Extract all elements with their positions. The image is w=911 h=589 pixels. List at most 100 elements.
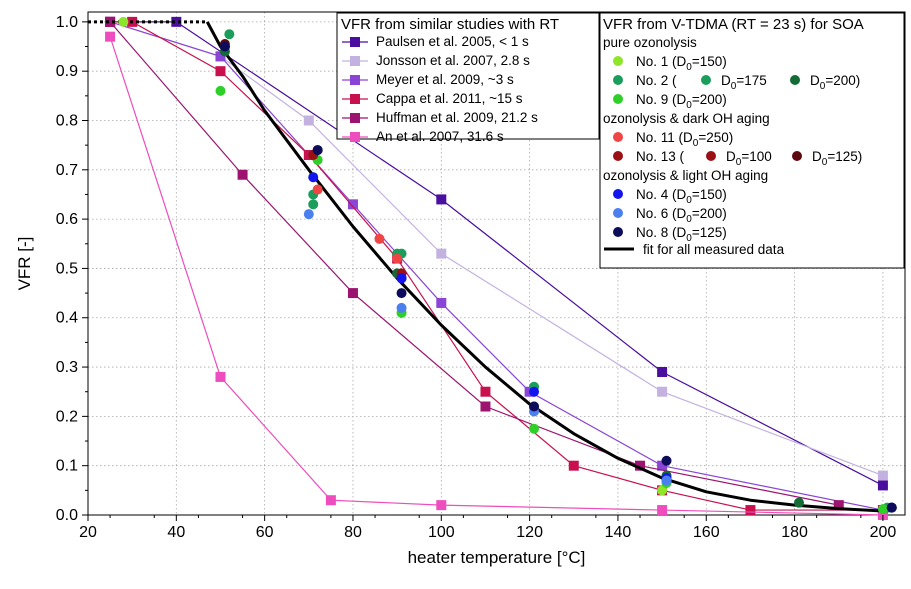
measured-data-point <box>312 145 323 156</box>
legend-literature-label: Paulsen et al. 2005, < 1 s <box>376 34 529 49</box>
axes-layer: 20 40 60 80 100 120 140 160 180 200 0.0 0.1 0.2 0.3 0.… <box>56 14 897 541</box>
legend-measured-label: No. 2 ( <box>636 73 677 88</box>
y-tick-label: 0.8 <box>56 112 78 129</box>
legend-literature-marker <box>350 94 360 104</box>
legend-measured-label: No. 4 (D0=150) <box>636 187 727 206</box>
legend-text-part: No. 8 (D <box>636 225 687 240</box>
plot-frame <box>87 11 906 516</box>
legend-text-part: =150) <box>692 54 727 69</box>
literature-data-point <box>215 51 226 62</box>
legend-subscript: 0 <box>686 214 692 225</box>
legend-literature-label: Cappa et al. 2011, ~15 s <box>376 91 523 106</box>
literature-data-point <box>480 401 491 412</box>
legend-text-part: =125) <box>827 149 862 164</box>
literature-data-point <box>657 386 668 397</box>
legend-literature-marker <box>350 75 360 85</box>
legend-subscript: 0 <box>822 157 828 168</box>
measured-data-point <box>794 497 805 508</box>
legend-section-label: ozonolysis & dark OH aging <box>603 111 770 126</box>
legend-measured-marker <box>613 94 623 104</box>
legend-section-label: ozonolysis & light OH aging <box>603 168 768 183</box>
literature-data-point <box>657 460 668 471</box>
measured-data-point <box>308 199 319 210</box>
legend-literature-marker <box>350 56 360 66</box>
x-tick-label: 40 <box>167 524 185 541</box>
y-tick-label: 0.5 <box>56 260 78 277</box>
legend-text-part: =200) <box>825 73 860 88</box>
literature-data-point <box>436 500 447 511</box>
legend-measured-marker <box>613 56 623 66</box>
measured-series-n8 <box>219 41 897 513</box>
legend-literature-label: Meyer et al. 2009, ~3 s <box>376 72 514 87</box>
measured-data-point <box>219 41 230 52</box>
fit-curve <box>88 20 884 513</box>
x-axis-title: heater temperature [°C] <box>408 548 586 567</box>
legend-measured-label: No. 13 ( <box>636 149 685 164</box>
fit-curve-line <box>205 21 884 513</box>
y-tick-label: 0.4 <box>56 310 78 327</box>
legend-measured-label: No. 8 (D0=125) <box>636 225 727 244</box>
x-tick-label: 200 <box>870 524 897 541</box>
x-tick-label: 20 <box>79 524 97 541</box>
y-tick-label: 0.9 <box>56 63 78 80</box>
legend-measured-marker <box>613 189 623 199</box>
literature-data-point <box>215 66 226 77</box>
measured-data-point <box>529 386 540 397</box>
y-tick-label: 0.7 <box>56 162 78 179</box>
legend-text-part: D <box>812 149 822 164</box>
legend-subscript: 0 <box>686 195 692 206</box>
legend-subscript: 0 <box>686 233 692 244</box>
measured-data-point <box>215 85 226 96</box>
y-tick-label: 0.3 <box>56 359 78 376</box>
legend-literature-marker <box>350 132 360 142</box>
legend-literature-box <box>336 12 600 140</box>
measured-data-point <box>392 253 403 264</box>
legend-literature-marker <box>350 113 360 123</box>
literature-data-point <box>635 460 646 471</box>
legend-text-part: D <box>810 73 820 88</box>
legend-fit-label: fit for all measured data <box>643 242 785 257</box>
legend-text-part: =150) <box>692 187 727 202</box>
legend-subscript: 0 <box>820 81 826 92</box>
legend-measured-title: VFR from V-TDMA (RT = 23 s) for SOA <box>603 16 864 33</box>
legend-measured-marker <box>613 75 623 85</box>
measured-data-point <box>529 423 540 434</box>
legend-measured-marker <box>701 75 711 85</box>
legend-literature-label: An et al. 2007, 31.6 s <box>376 129 504 144</box>
literature-data-point <box>436 297 447 308</box>
measured-data-point <box>877 504 888 515</box>
series-layer <box>88 16 897 520</box>
legend-literature-label: Huffman et al. 2009, 21.2 s <box>376 110 538 125</box>
legend-measured-label: No. 1 (D0=150) <box>636 54 727 73</box>
legend-literature-title: VFR from similar studies with RT <box>341 16 559 33</box>
legend-measured-label: No. 11 (D0=250) <box>636 130 733 149</box>
measured-data-point <box>396 288 407 299</box>
literature-data-point <box>105 31 116 42</box>
legend-subscript: 0 <box>686 62 692 73</box>
legend-text-part: =200) <box>692 92 727 107</box>
measured-data-point <box>118 16 129 27</box>
literature-data-point <box>171 16 182 27</box>
literature-data-point <box>325 495 336 506</box>
legend-text-part: =175 <box>736 73 766 88</box>
literature-data-point <box>436 194 447 205</box>
legend-measured-marker <box>613 208 623 218</box>
measured-data-point <box>312 184 323 195</box>
x-tick-label: 60 <box>256 524 274 541</box>
legend-measured-marker <box>706 151 716 161</box>
legend-literature: VFR from similar studies with RT Paulsen… <box>336 12 600 144</box>
legend-measured-label: No. 9 (D0=200) <box>636 92 727 111</box>
literature-data-point <box>237 169 248 180</box>
measured-data-point <box>396 302 407 313</box>
y-tick-label: 1.0 <box>56 14 78 31</box>
legend-literature-entries: Paulsen et al. 2005, < 1 s Jonsson et al.… <box>342 34 538 144</box>
legend-text-part: No. 1 (D <box>636 54 687 69</box>
legend-measured-label: D0=100 <box>726 149 772 168</box>
legend-measured-label: No. 6 (D0=200) <box>636 206 727 225</box>
measured-data-point <box>303 209 314 220</box>
x-tick-label: 80 <box>344 524 362 541</box>
literature-data-point <box>303 115 314 126</box>
measured-data-point <box>374 233 385 244</box>
y-tick-label: 0.6 <box>56 211 78 228</box>
